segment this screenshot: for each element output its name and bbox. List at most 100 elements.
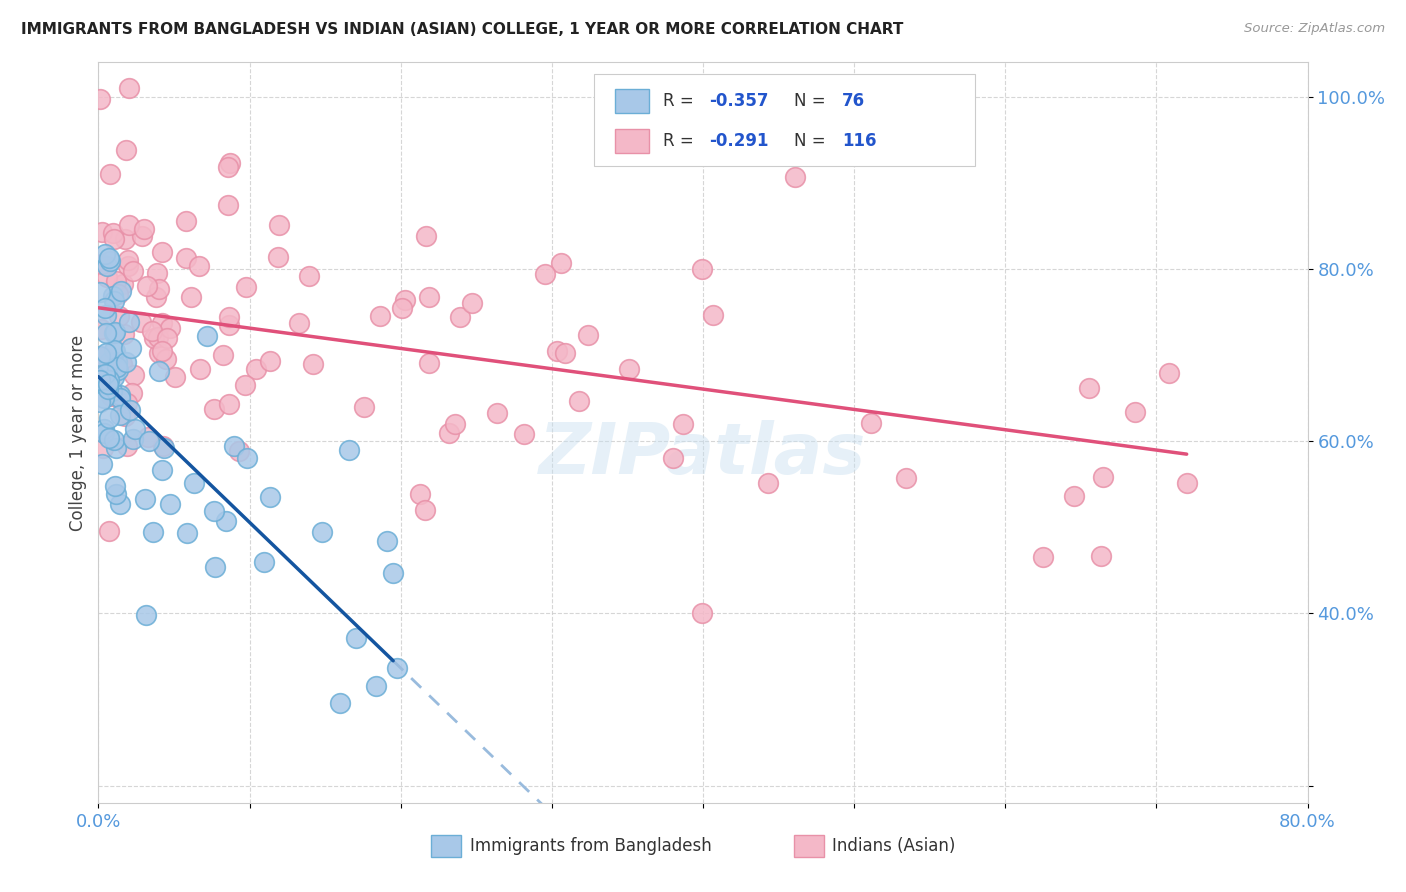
Point <box>89 395 111 409</box>
Point <box>217 160 239 174</box>
Point <box>202 504 225 518</box>
Point <box>418 290 440 304</box>
Point <box>89 285 111 299</box>
Point <box>111 277 134 292</box>
Point <box>89 364 111 378</box>
Point <box>444 417 467 431</box>
Bar <box>793 835 824 857</box>
Point <box>118 402 141 417</box>
Point <box>96 308 118 322</box>
Point <box>97 382 120 396</box>
Point <box>142 524 165 539</box>
Point <box>103 227 125 241</box>
Point <box>204 560 226 574</box>
Point <box>105 360 128 375</box>
Text: N =: N = <box>793 132 831 150</box>
Point <box>187 260 209 274</box>
Point <box>114 409 136 423</box>
Point <box>1123 405 1146 419</box>
Point <box>103 343 125 358</box>
Bar <box>614 128 648 153</box>
Point <box>346 632 368 646</box>
Point <box>353 400 375 414</box>
Point <box>100 389 122 403</box>
Point <box>110 284 132 298</box>
Point <box>513 427 536 442</box>
Point <box>118 218 141 232</box>
Point <box>329 697 352 711</box>
Point <box>176 213 198 227</box>
Point <box>122 264 145 278</box>
Point <box>366 679 388 693</box>
Point <box>859 416 882 430</box>
Point <box>103 433 125 447</box>
Point <box>93 426 115 441</box>
Point <box>103 370 125 384</box>
Point <box>105 355 128 369</box>
Point <box>98 431 121 445</box>
Point <box>159 497 181 511</box>
Bar <box>614 89 648 113</box>
Point <box>120 341 142 355</box>
Point <box>117 81 139 95</box>
Point <box>114 232 136 246</box>
Point <box>122 368 145 383</box>
Point <box>91 457 114 471</box>
Text: Indians (Asian): Indians (Asian) <box>832 837 956 855</box>
Point <box>94 247 117 261</box>
Point <box>1090 549 1112 563</box>
Point <box>96 367 118 381</box>
Point <box>117 253 139 268</box>
Point <box>114 326 136 341</box>
Point <box>486 406 509 420</box>
Point <box>311 525 333 540</box>
Point <box>136 430 159 444</box>
Point <box>150 463 173 477</box>
Point <box>89 350 111 364</box>
Point <box>138 434 160 449</box>
Point <box>93 376 115 390</box>
Point <box>96 270 118 285</box>
Point <box>150 343 173 358</box>
Point <box>253 555 276 569</box>
Point <box>90 322 112 336</box>
Text: IMMIGRANTS FROM BANGLADESH VS INDIAN (ASIAN) COLLEGE, 1 YEAR OR MORE CORRELATION: IMMIGRANTS FROM BANGLADESH VS INDIAN (AS… <box>21 22 904 37</box>
Point <box>368 310 391 324</box>
Text: 116: 116 <box>842 132 876 150</box>
Point <box>145 290 167 304</box>
Point <box>121 385 143 400</box>
Point <box>152 439 174 453</box>
Point <box>449 310 471 325</box>
Point <box>1157 367 1180 381</box>
Point <box>98 355 121 369</box>
Point <box>375 534 398 549</box>
Point <box>576 328 599 343</box>
Point <box>1091 470 1114 484</box>
Point <box>174 251 197 265</box>
Point <box>111 357 134 371</box>
Point <box>267 218 290 232</box>
Point <box>104 343 127 358</box>
Point <box>1032 549 1054 564</box>
Point <box>98 373 121 387</box>
Point <box>103 294 125 309</box>
Point <box>131 229 153 244</box>
Point <box>163 370 186 384</box>
Point <box>121 432 143 446</box>
Point <box>142 330 165 344</box>
Point <box>134 491 156 506</box>
Text: -0.291: -0.291 <box>709 132 769 150</box>
Point <box>150 316 173 330</box>
Point <box>218 396 240 410</box>
Point <box>534 267 557 281</box>
Point <box>90 225 112 239</box>
Y-axis label: College, 1 year or more: College, 1 year or more <box>69 334 87 531</box>
Point <box>783 170 806 185</box>
Point <box>110 391 132 405</box>
Point <box>118 315 141 329</box>
Point <box>155 352 177 367</box>
Point <box>894 471 917 485</box>
Point <box>212 348 235 362</box>
Point <box>117 439 139 453</box>
Point <box>461 295 484 310</box>
